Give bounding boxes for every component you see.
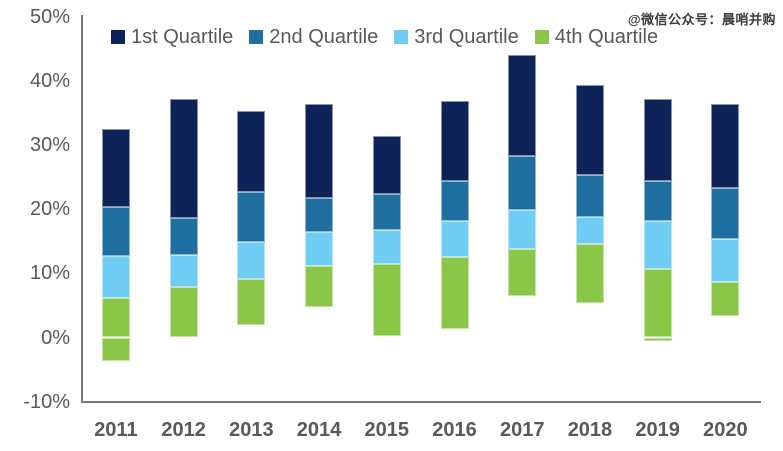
bar-segment-2015-q2 — [372, 194, 401, 231]
bar-segment-2012-q4 — [169, 287, 198, 338]
x-axis-label-2018: 2018 — [567, 419, 613, 441]
bar-segment-2014-q2 — [305, 198, 334, 233]
bar-segment-2016-q2 — [440, 180, 469, 221]
legend-swatch-icon — [249, 30, 264, 44]
bar-segment-2019-q1 — [643, 98, 672, 182]
legend-swatch-icon — [394, 30, 409, 44]
bar-segment-2017-q1 — [508, 55, 537, 157]
bar-segment-2013-q3 — [237, 241, 266, 280]
bar-segment-2019-q4-neg — [643, 337, 672, 341]
x-axis-label-2013: 2013 — [229, 419, 274, 441]
y-tick-label--10: -10% — [23, 390, 70, 413]
watermark: @微信公众号：晨哨并购 — [627, 12, 776, 27]
chart-legend: 1st Quartile 2nd Quartile 3rd Quartile 4th … — [111, 27, 658, 47]
x-axis-label-2016: 2016 — [432, 419, 477, 441]
bar-segment-2017-q2 — [508, 156, 537, 211]
bar-segment-2011-q2 — [101, 207, 130, 256]
y-tick-label-10: 10% — [29, 262, 70, 285]
legend-item-2-quartile: 2nd Quartile — [249, 27, 378, 47]
x-axis-label-2012: 2012 — [161, 419, 206, 441]
bar-segment-2018-q3 — [575, 217, 604, 245]
legend-label: 2nd Quartile — [269, 26, 379, 48]
bar-segment-2018-q2 — [575, 175, 604, 218]
y-axis-line — [81, 14, 83, 401]
bar-segment-2020-q4 — [711, 281, 740, 316]
bar-segment-2015-q3 — [372, 230, 401, 265]
bar-segment-2012-q1 — [169, 98, 198, 219]
bar-segment-2012-q3 — [169, 254, 198, 288]
bar-segment-2013-q4 — [237, 279, 266, 325]
bar-segment-2014-q1 — [305, 103, 334, 199]
bar-segment-2019-q2 — [643, 181, 672, 221]
bar-segment-2011-q4-neg — [101, 337, 130, 362]
bar-segment-2019-q4-pos — [643, 268, 672, 338]
bar-segment-2020-q2 — [711, 187, 740, 240]
bar-segment-2015-q4 — [372, 264, 401, 337]
y-tick-label-40: 40% — [29, 69, 70, 92]
bar-segment-2011-q1 — [101, 129, 130, 208]
legend-item-4-quartile: 4th Quartile — [534, 26, 659, 48]
x-axis-label-2011: 2011 — [94, 419, 138, 441]
bar-segment-2018-q1 — [575, 85, 604, 176]
bar-segment-2020-q3 — [711, 239, 740, 282]
x-axis-line — [81, 401, 761, 403]
bar-segment-2014-q4 — [305, 266, 334, 307]
y-tick-label-0: 0% — [41, 326, 70, 349]
x-axis-label-2014: 2014 — [296, 419, 342, 441]
bar-segment-2020-q1 — [711, 103, 740, 188]
bar-segment-2016-q3 — [440, 220, 469, 257]
x-axis-label-2017: 2017 — [499, 419, 545, 441]
bar-segment-2016-q1 — [440, 100, 469, 181]
legend-swatch-icon — [534, 30, 549, 44]
bar-segment-2014-q3 — [305, 232, 334, 267]
bar-segment-2016-q4 — [440, 256, 469, 330]
bar-segment-2011-q4-pos — [101, 297, 130, 338]
legend-item-3-quartile: 3rd Quartile — [394, 27, 519, 47]
legend-label: 4th Quartile — [554, 26, 659, 48]
legend-item-1-quartile: 1st Quartile — [111, 27, 233, 47]
bar-segment-2019-q3 — [643, 220, 672, 269]
bar-segment-2018-q4 — [575, 244, 604, 303]
legend-label: 3rd Quartile — [414, 26, 519, 48]
legend-label: 1st Quartile — [131, 26, 234, 48]
bar-segment-2017-q4 — [508, 248, 537, 297]
bar-segment-2011-q3 — [101, 255, 130, 298]
y-tick-label-20: 20% — [29, 198, 70, 221]
bar-segment-2013-q2 — [237, 192, 266, 242]
bar-segment-2017-q3 — [508, 210, 537, 249]
x-axis-label-2019: 2019 — [635, 419, 680, 441]
x-axis-label-2015: 2015 — [364, 419, 410, 441]
x-axis-label-2020: 2020 — [703, 419, 748, 441]
bar-segment-2012-q2 — [169, 218, 198, 255]
y-tick-label-30: 30% — [29, 133, 70, 156]
y-tick-label-50: 50% — [29, 5, 70, 28]
bar-segment-2015-q1 — [372, 135, 401, 195]
bar-segment-2013-q1 — [237, 110, 266, 193]
legend-swatch-icon — [111, 30, 125, 44]
